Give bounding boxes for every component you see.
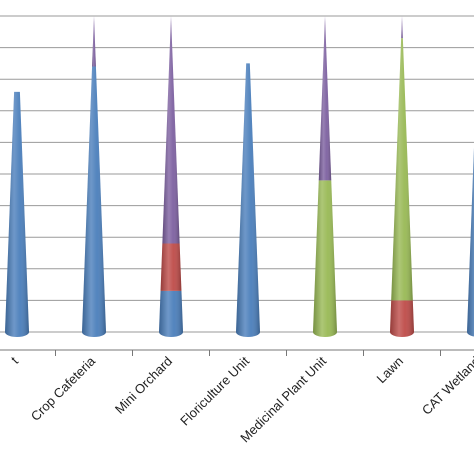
x-axis	[0, 349, 474, 356]
cone-crop-unit	[5, 91, 29, 337]
cone-cat-wetland	[467, 147, 474, 337]
cone-shading	[162, 16, 180, 244]
cone-shading	[159, 290, 183, 337]
cone-mini-orchard	[159, 16, 183, 337]
x-tick-labels: t Crop Cafeteria Mini Orchard Floriculture …	[8, 353, 474, 445]
cone-shading	[391, 38, 413, 301]
cone-shading	[401, 16, 403, 39]
x-tick-label-crop-cafeteria: Crop Cafeteria	[28, 353, 99, 424]
x-tick-label-floriculture-unit: Floriculture Unit	[177, 353, 252, 428]
cone-shading	[82, 66, 106, 337]
cone-crop-cafeteria	[82, 16, 106, 337]
cone-lawn	[390, 16, 414, 337]
cones	[5, 16, 474, 338]
x-tick-label-lawn: Lawn	[374, 354, 407, 387]
cone-shading	[92, 16, 96, 67]
cone-floriculture-unit	[236, 63, 260, 338]
x-tick-label-cat-wetland: CAT Wetland	[419, 354, 474, 418]
cone-shading	[236, 63, 260, 338]
x-tick-label-crop-unit: t	[8, 353, 21, 366]
cone-shading	[5, 91, 29, 337]
cone-shading	[467, 147, 474, 337]
cone-shading	[390, 300, 414, 337]
x-tick-label-mini-orchard: Mini Orchard	[112, 354, 175, 417]
cone-medicinal-plant-unit	[313, 16, 337, 337]
cone-shading	[313, 180, 337, 337]
cone-shading	[160, 243, 182, 291]
gridlines	[0, 15, 474, 333]
x-tick-label-medicinal-plant-unit: Medicinal Plant Unit	[237, 353, 329, 445]
cone-shading	[318, 16, 332, 181]
